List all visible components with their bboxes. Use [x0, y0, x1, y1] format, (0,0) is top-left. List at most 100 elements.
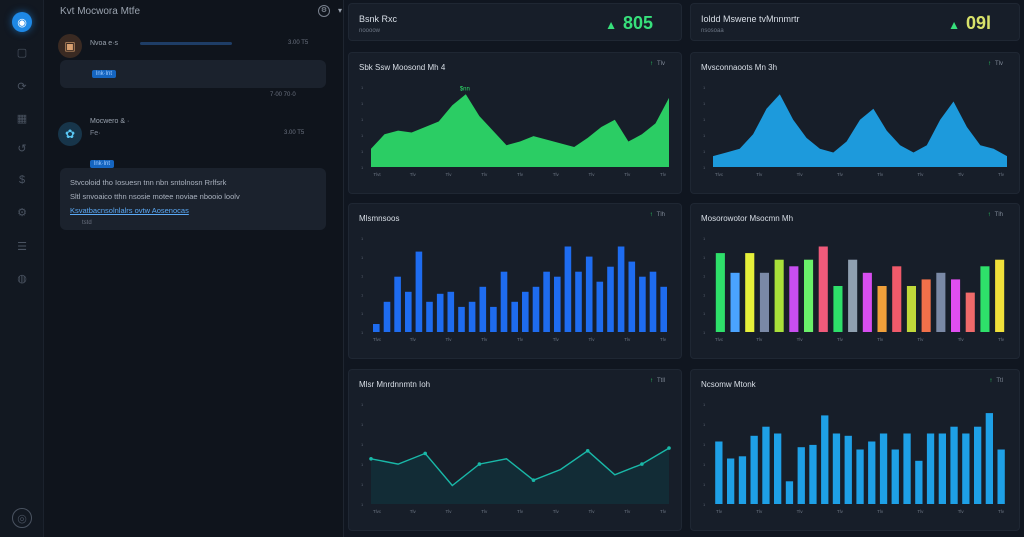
chart-card-area-green[interactable]: Sbk Ssw Moosond Mh 4 ↑ Tlv 1 1 1 1 1 1 $nn Tlvt Tlv…: [348, 52, 682, 194]
bar: [762, 426, 770, 504]
bar: [660, 286, 667, 332]
y-tick-label: 1: [361, 402, 364, 407]
bar: [628, 261, 636, 332]
bar: [809, 444, 817, 504]
chart-card-area-blue[interactable]: Mvsconnaoots Mn 3h ↑ Tlv 1 1 1 1 1 1 Tlvc Tlv Tlv Tl…: [690, 52, 1020, 194]
stat-subtitle: noooow: [359, 28, 381, 34]
grid-icon[interactable]: ▦: [16, 112, 28, 125]
bar: [832, 433, 841, 504]
bar: [868, 441, 876, 504]
y-tick-label: 1: [361, 165, 364, 170]
x-tick-label: Tlv: [624, 509, 631, 514]
y-tick-label: 1: [703, 502, 706, 507]
chart-title: Mvsconnaoots Mn 3h: [701, 63, 778, 72]
badge-label: Tlv: [995, 61, 1003, 67]
x-tick-label: Tlv: [517, 172, 524, 177]
users-icon[interactable]: ☰: [17, 240, 27, 253]
y-tick-label: 1: [361, 255, 364, 260]
chart-card-bars-blue[interactable]: Mlsmnsoos ↑ Tlh 1 1 1 1 1 1 Tlvc Tlv Tlv Tlv Tlv Tlv Tl…: [348, 203, 682, 359]
bar: [938, 433, 946, 504]
y-tick-label: 1: [703, 462, 706, 467]
trend-up-icon: ↑: [988, 61, 991, 67]
x-tick-label: Tlv: [998, 509, 1005, 514]
avatar[interactable]: ▣: [58, 34, 82, 58]
message-bubble: Stvcoloid tho Iosuesn tnn nbn sntolnosn …: [60, 168, 326, 230]
bar: [750, 435, 758, 504]
bar: [564, 246, 572, 332]
x-tick-label: Tlv: [589, 337, 596, 342]
message-link[interactable]: lnk·lnt: [90, 160, 115, 168]
profile-icon[interactable]: ◎: [12, 508, 32, 528]
bar: [500, 271, 508, 332]
chart-card-line-teal[interactable]: Mlsr Mnrdnnmtn Ioh ↑ Ttll 1 1 1 1 1 1 Tlvc Tlv Tlv T…: [348, 369, 682, 531]
bar: [490, 306, 497, 332]
bar: [730, 272, 740, 332]
y-tick-label: 1: [703, 149, 706, 154]
avatar[interactable]: ✿: [58, 122, 82, 146]
bar: [394, 276, 401, 332]
chat-settings-icon[interactable]: ⚙: [318, 5, 330, 17]
x-tick-label: Tlv: [877, 509, 884, 514]
bar: [950, 426, 958, 504]
y-tick-label: 1: [703, 101, 706, 106]
bar: [974, 426, 982, 504]
bar: [639, 276, 646, 332]
chart-card-bars-sky[interactable]: Ncsomw Mtonk ↑ Ttl 1 1 1 1 1 1 Tlv Tlv Tlv Tlv Tlv Tlv…: [690, 369, 1020, 531]
message-time: 3.00 T5: [284, 130, 305, 136]
trend-up-icon: ▲: [948, 18, 960, 32]
trend-up-icon: ↑: [650, 61, 653, 67]
bar: [962, 433, 970, 504]
bar: [789, 266, 799, 332]
bar: [848, 259, 858, 332]
stat-card[interactable]: Bsnk Rxc noooow ▲ 805: [348, 3, 682, 41]
bar: [383, 301, 391, 332]
bar: [522, 291, 529, 332]
bar: [774, 259, 784, 332]
y-tick-label: 1: [703, 442, 706, 447]
x-tick-label: Tlv: [410, 337, 417, 342]
finance-icon[interactable]: $: [18, 174, 26, 186]
activity-icon[interactable]: ⟳: [17, 80, 27, 93]
bar: [511, 301, 518, 332]
history-icon[interactable]: ↺: [17, 142, 27, 155]
bar: [738, 456, 747, 504]
bar: [426, 301, 433, 332]
bar: [818, 246, 828, 332]
bar: [532, 286, 540, 332]
bar: [607, 266, 614, 332]
message-link[interactable]: lnk·lnt: [92, 70, 117, 78]
x-tick-label: Tlv: [517, 509, 524, 514]
x-tick-label: Tlv: [589, 172, 596, 177]
bar: [405, 291, 412, 332]
y-tick-label: 1: [703, 117, 706, 122]
files-icon[interactable]: ▢: [16, 46, 28, 59]
bar: [804, 259, 814, 332]
stat-title: Bsnk Rxc: [359, 14, 398, 24]
bar: [965, 292, 975, 332]
bar: [436, 293, 444, 332]
y-tick-label: 1: [361, 274, 364, 279]
x-tick-label: Tlv: [716, 509, 723, 514]
bar: [906, 286, 916, 332]
more-icon[interactable]: ▾: [337, 6, 342, 15]
bar: [797, 447, 805, 504]
message-line: Stvcoloid tho Iosuesn tnn nbn sntolnosn …: [70, 178, 227, 187]
globe-icon[interactable]: ◍: [17, 272, 27, 285]
area-series: [371, 94, 669, 167]
chart-card-bars-rainbow[interactable]: Mosorowotor Msocmn Mh ↑ Tlh 1 1 1 1 1 1 Tlvc Tlv Tl…: [690, 203, 1020, 359]
bar: [951, 279, 961, 332]
chat-panel: Kvt Mocwora Mtfe ⚙ ▾ ▣ Nvoa e·s 3.00 T5 …: [44, 0, 344, 537]
x-tick-label: Tlv: [446, 337, 453, 342]
x-tick-label: Tlv: [797, 509, 804, 514]
x-tick-label: Tlv: [756, 509, 763, 514]
x-tick-label: Tlv: [756, 172, 763, 177]
message-bubble: lnk·lnt: [60, 60, 326, 88]
y-tick-label: 1: [361, 101, 364, 106]
message-link-line[interactable]: Ksvatbacnsolnlalrs ovtw Aosenocas: [70, 206, 189, 215]
message-author: Mocwero & ·: [90, 118, 130, 125]
stat-card[interactable]: Ioldd Mswene tvMnnmrtr nsosoaa ▲ 09l: [690, 3, 1020, 41]
settings-icon[interactable]: ⚙: [17, 206, 27, 219]
chart-plot: 1 1 1 1 1 1 Tlvc Tlv Tlv Tlv Tlv Tlv Tlv Tlv Tlv: [361, 236, 667, 342]
home-icon[interactable]: ◉: [12, 12, 32, 32]
